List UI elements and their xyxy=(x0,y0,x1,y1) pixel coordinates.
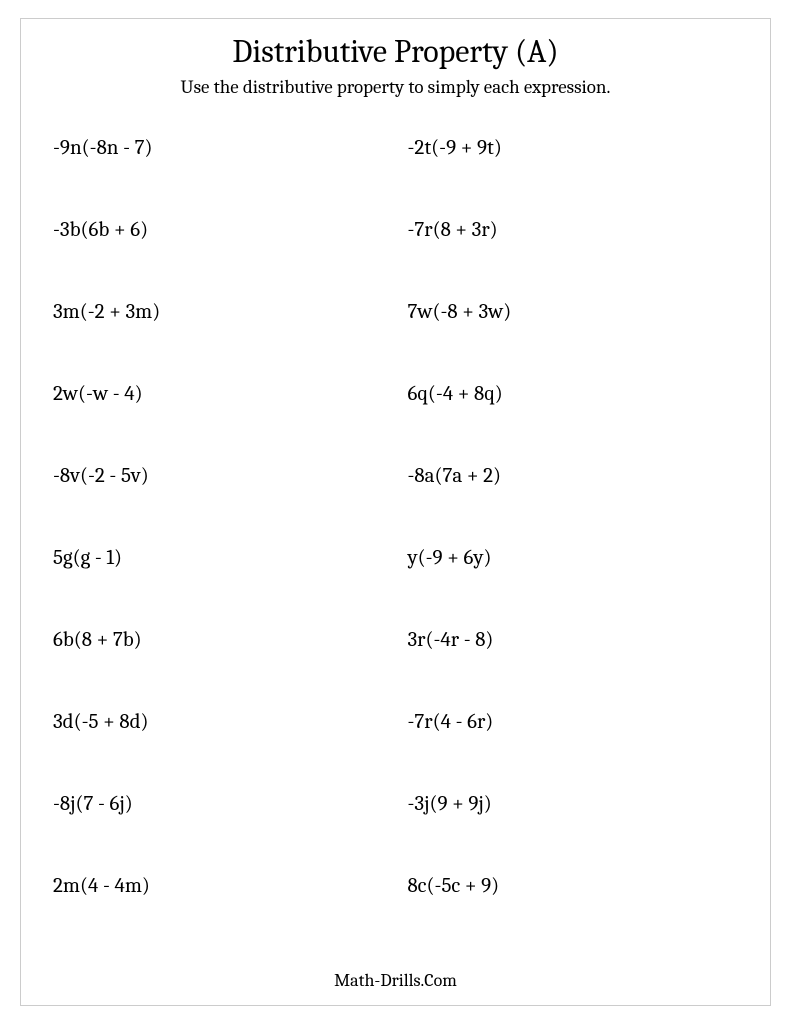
problem-item: -3j(9 + 9j) xyxy=(408,792,743,816)
problem-item: -8j(7 - 6j) xyxy=(53,792,388,816)
worksheet-title: Distributive Property (A) xyxy=(49,33,742,70)
problem-item: -8v(-2 - 5v) xyxy=(53,464,388,488)
problem-item: 3d(-5 + 8d) xyxy=(53,710,388,734)
problem-item: -7r(4 - 6r) xyxy=(408,710,743,734)
problem-item: 3m(-2 + 3m) xyxy=(53,300,388,324)
problem-item: y(-9 + 6y) xyxy=(408,546,743,570)
problem-item: 8c(-5c + 9) xyxy=(408,874,743,898)
problem-item: -7r(8 + 3r) xyxy=(408,218,743,242)
worksheet-instructions: Use the distributive property to simply … xyxy=(49,76,742,98)
problems-grid: -9n(-8n - 7) -2t(-9 + 9t) -3b(6b + 6) -7… xyxy=(49,136,742,898)
problem-item: -2t(-9 + 9t) xyxy=(408,136,743,160)
problem-item: 5g(g - 1) xyxy=(53,546,388,570)
worksheet-footer: Math-Drills.Com xyxy=(21,970,770,991)
problem-item: 7w(-8 + 3w) xyxy=(408,300,743,324)
problem-item: 3r(-4r - 8) xyxy=(408,628,743,652)
problem-item: 6q(-4 + 8q) xyxy=(408,382,743,406)
problem-item: 2w(-w - 4) xyxy=(53,382,388,406)
problem-item: -8a(7a + 2) xyxy=(408,464,743,488)
problem-item: 6b(8 + 7b) xyxy=(53,628,388,652)
problem-item: 2m(4 - 4m) xyxy=(53,874,388,898)
worksheet-container: Distributive Property (A) Use the distri… xyxy=(20,18,771,1006)
problem-item: -3b(6b + 6) xyxy=(53,218,388,242)
problem-item: -9n(-8n - 7) xyxy=(53,136,388,160)
